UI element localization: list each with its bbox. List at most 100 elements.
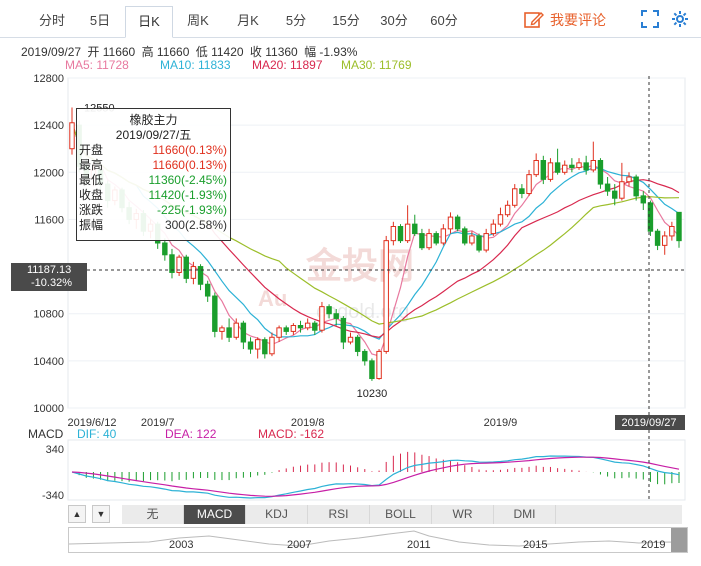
navigator-right-handle[interactable]	[679, 528, 687, 552]
ma20-label: MA20: 11897	[252, 58, 323, 72]
watermark-logo: Au	[258, 286, 287, 311]
indicator-tab-none[interactable]: 无	[122, 505, 184, 524]
candle	[597, 158, 604, 189]
candle-body	[269, 336, 275, 355]
tooltip-value: 300(2.58%)	[164, 218, 227, 232]
candle-body	[647, 202, 654, 232]
candle	[397, 224, 404, 243]
candle-body	[254, 339, 261, 350]
comment-button[interactable]: 我要评论	[524, 9, 606, 31]
range-navigator[interactable]: 2003 2007 2011 2015 2019	[68, 527, 688, 553]
candle	[669, 221, 675, 241]
navigator-year: 2003	[169, 539, 194, 551]
indicator-tab-macd[interactable]: MACD	[184, 505, 246, 524]
candle	[504, 200, 511, 218]
candle	[662, 231, 668, 255]
kline-chart[interactable]: Au 金投网 cngold.org 1280012400120001160010…	[0, 0, 701, 505]
candle-body	[176, 256, 182, 273]
candle	[426, 228, 432, 251]
candle-body	[390, 226, 397, 242]
candle-body	[626, 176, 632, 183]
candle	[69, 107, 75, 155]
price-tag-pct: -10.32%	[31, 277, 72, 289]
tab-timeshare[interactable]: 分时	[38, 13, 65, 28]
fullscreen-icon[interactable]	[641, 10, 659, 28]
tab-60min[interactable]: 60分	[430, 13, 458, 28]
candle-body	[533, 160, 539, 176]
candle-body	[569, 164, 575, 169]
indicator-tab-boll[interactable]: BOLL	[370, 505, 432, 524]
candle	[440, 224, 447, 246]
tab-5min[interactable]: 5分	[285, 13, 307, 28]
tab-monthly-k[interactable]: 月K	[237, 13, 259, 28]
macd-dea-line	[71, 456, 680, 497]
tooltip-key: 收盘	[79, 188, 104, 202]
candle	[497, 207, 504, 227]
candle-body	[283, 327, 289, 332]
y-tick-label: 12400	[33, 120, 64, 132]
candle-body	[440, 228, 447, 244]
period-tab-bar: 分时 5日 日K 周K 月K 5分 15分 30分 60分 我要评论	[0, 0, 701, 38]
y-tick-label: 10000	[33, 403, 64, 415]
candle-body	[604, 183, 611, 192]
candle	[226, 318, 232, 342]
comment-button-label: 我要评论	[550, 12, 606, 28]
macd-y-tick: -340	[42, 490, 64, 502]
ohlc-tooltip: 橡胶主力 2019/09/27/五 开盘 11660(0.13%) 最高 11660…	[76, 108, 231, 241]
candle	[626, 172, 632, 187]
candle-body	[304, 322, 311, 329]
candle	[269, 332, 275, 357]
tooltip-value: 11360(-2.45%)	[148, 173, 228, 187]
candle-body	[397, 226, 404, 242]
candle-body	[476, 235, 482, 251]
scroll-down-button[interactable]: ▼	[92, 505, 110, 523]
candle-body	[290, 325, 297, 332]
indicator-tab-rsi[interactable]: RSI	[308, 505, 370, 524]
indicator-tab-kdj[interactable]: KDJ	[246, 505, 308, 524]
macd-dif-line	[71, 455, 680, 499]
candle-body	[354, 336, 361, 352]
navigator-left-handle[interactable]	[671, 528, 679, 552]
tab-30min[interactable]: 30分	[380, 13, 408, 28]
candle-body	[212, 295, 218, 332]
candle-body	[362, 350, 368, 362]
x-tick-label: 2019/7	[141, 417, 175, 429]
tooltip-value: 11660(0.13%)	[152, 158, 228, 172]
tab-weekly-k[interactable]: 周K	[187, 13, 209, 28]
navigator-year: 2011	[407, 539, 431, 551]
candle	[297, 320, 304, 333]
candle	[540, 155, 547, 185]
tooltip-key: 涨跌	[79, 203, 104, 217]
candle	[590, 141, 597, 173]
tab-5day[interactable]: 5日	[89, 13, 111, 28]
info-low: 低 11420	[195, 45, 244, 59]
candle	[197, 264, 204, 291]
navigator-year: 2019	[641, 539, 666, 551]
indicator-tab-wr[interactable]: WR	[432, 505, 494, 524]
navigator-year: 2007	[287, 539, 312, 551]
y-axis: 12800 12400 12000 11600 10800 10400 10000	[33, 73, 64, 415]
candle	[633, 174, 639, 201]
tooltip-row-low: 最低 11360(-2.45%)	[77, 173, 230, 188]
gear-icon[interactable]	[671, 10, 689, 28]
candle-body	[519, 188, 525, 195]
candle-body	[497, 214, 504, 225]
candle	[376, 349, 382, 380]
candle-body	[369, 360, 375, 380]
candle-body	[333, 313, 339, 319]
candle-body	[412, 223, 418, 235]
navigator-sparkline	[69, 530, 687, 547]
candle-body	[169, 254, 175, 273]
scroll-up-button[interactable]: ▲	[68, 505, 86, 523]
candle	[233, 318, 239, 340]
tooltip-value: 11660(0.13%)	[152, 143, 228, 157]
tab-daily-k[interactable]: 日K	[125, 6, 173, 38]
navigator-year: 2015	[523, 539, 548, 551]
macd-y-tick: 340	[46, 444, 64, 456]
tooltip-key: 最低	[79, 173, 104, 187]
candle-body	[197, 266, 204, 285]
candle	[419, 228, 425, 251]
tab-15min[interactable]: 15分	[332, 13, 360, 28]
crosshair-price-tag: 11187.13 -10.32%	[11, 263, 87, 291]
indicator-tab-dmi[interactable]: DMI	[494, 505, 556, 524]
